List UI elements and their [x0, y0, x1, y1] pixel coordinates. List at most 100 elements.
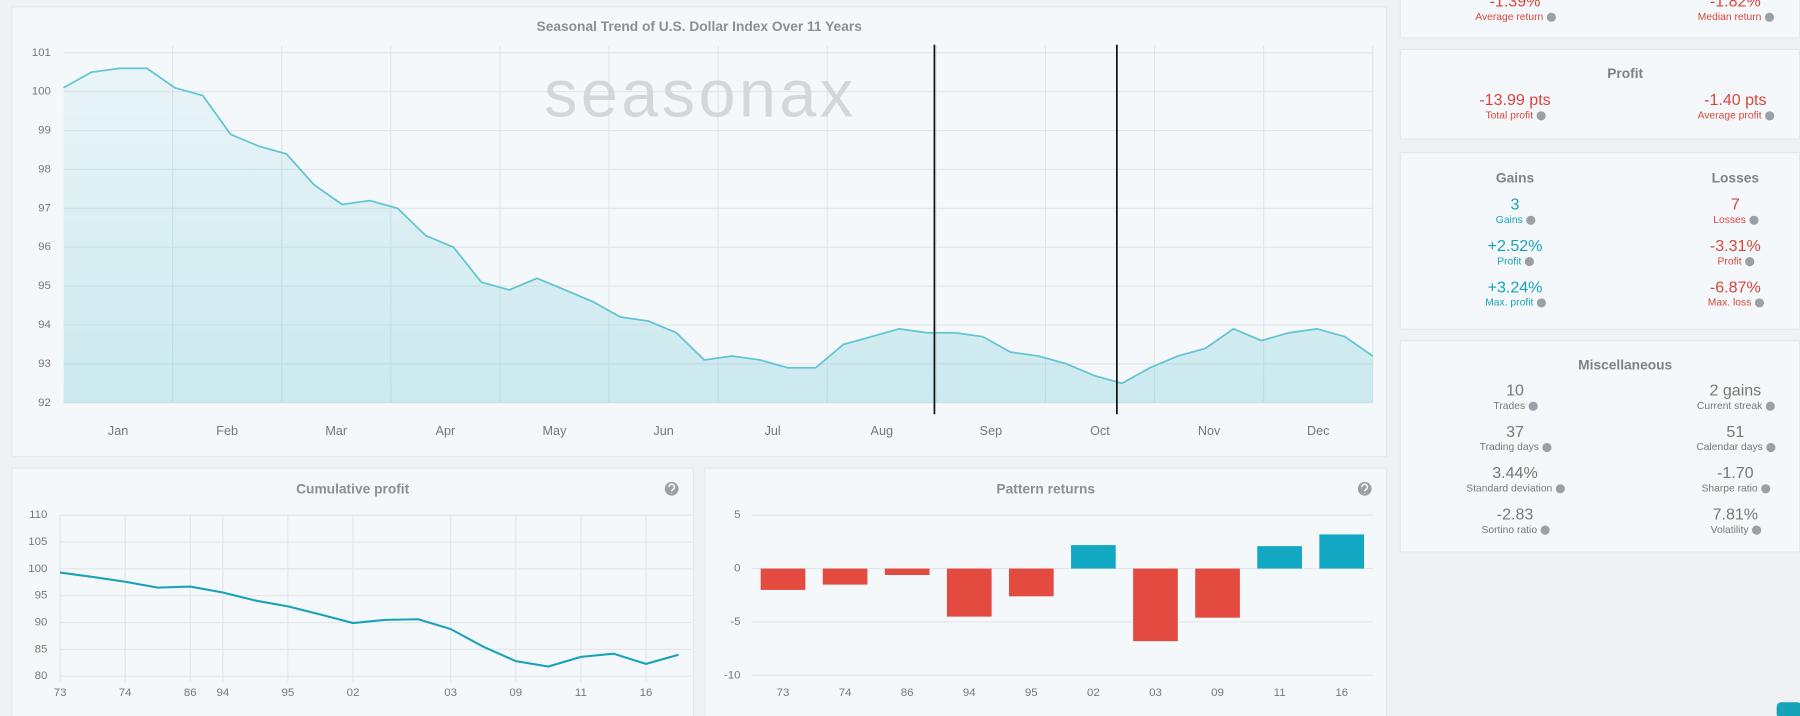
x-tick-label: Dec: [1307, 424, 1329, 438]
x-tick-label: 94: [963, 687, 976, 699]
help-icon[interactable]: [1555, 484, 1565, 494]
help-circle: [1754, 298, 1764, 308]
x-tick-label: Nov: [1198, 424, 1221, 438]
y-tick-label: 85: [35, 643, 48, 655]
help-icon[interactable]: [1764, 12, 1775, 22]
section-title: Losses: [1712, 171, 1760, 186]
y-tick-label: 95: [35, 590, 48, 602]
help-circle: [1751, 525, 1762, 535]
y-tick-label: 80: [35, 670, 48, 682]
help-circle: [1765, 111, 1775, 121]
bar: [1257, 546, 1302, 569]
help-icon[interactable]: [1761, 484, 1771, 494]
stat-value: -1.40 pts: [1704, 91, 1766, 109]
x-tick-label: Feb: [216, 424, 238, 438]
y-tick-label: 101: [32, 47, 51, 59]
help-icon[interactable]: [1524, 257, 1534, 267]
stat-label: Median return: [1698, 12, 1762, 23]
help-icon[interactable]: [1542, 442, 1552, 453]
help-icon[interactable]: [1765, 401, 1775, 411]
stat-label: Gains: [1496, 215, 1523, 226]
stat-value: -6.87%: [1710, 278, 1761, 296]
help-icon[interactable]: [1749, 215, 1759, 225]
help-circle: [1526, 215, 1536, 225]
stat-label: Average profit: [1698, 111, 1762, 122]
x-tick-label: Aug: [871, 424, 893, 438]
y-tick-label: 97: [38, 202, 51, 214]
x-tick-label: 02: [1087, 687, 1100, 699]
help-icon[interactable]: [1754, 298, 1764, 308]
help-circle: [1536, 298, 1546, 308]
chart-title: Pattern returns: [996, 482, 1095, 497]
help-circle: [1555, 484, 1565, 494]
x-tick-label: Jun: [653, 424, 673, 438]
y-tick-label: 100: [28, 563, 47, 575]
stat-value: -13.99 pts: [1479, 91, 1550, 109]
stat-value: -1.39%: [1490, 0, 1541, 11]
help-icon[interactable]: [1751, 525, 1762, 535]
x-tick-label: 16: [640, 687, 653, 699]
stat-label: Current streak: [1697, 401, 1763, 412]
stat-value: 3.44%: [1492, 464, 1538, 482]
help-icon[interactable]: [1536, 111, 1546, 121]
help-icon[interactable]: [1745, 257, 1755, 267]
bar: [760, 568, 806, 590]
y-tick-label: -10: [724, 669, 741, 681]
y-tick-label: 110: [29, 509, 47, 521]
help-circle: [1745, 257, 1755, 267]
y-tick-label: 93: [38, 358, 51, 370]
chart-title: Seasonal Trend of U.S. Dollar Index Over…: [537, 19, 863, 34]
x-tick-label: 16: [1335, 687, 1348, 699]
bar: [1071, 545, 1116, 569]
x-tick-label: 09: [1211, 687, 1224, 699]
x-tick-label: Jul: [765, 424, 781, 438]
stat-label: Max. profit: [1485, 298, 1533, 309]
help-circle: [1528, 401, 1538, 411]
help-icon[interactable]: [1766, 442, 1776, 453]
x-tick-label: 86: [901, 687, 914, 699]
stat-label: Standard deviation: [1466, 484, 1552, 495]
help-icon[interactable]: [1546, 12, 1556, 22]
bar: [1133, 568, 1178, 642]
stat-label: Max. loss: [1708, 298, 1752, 309]
help-circle: [1761, 484, 1771, 494]
watermark: seasonax: [544, 57, 856, 131]
help-circle: [1764, 12, 1775, 22]
y-tick-label: 0: [734, 563, 740, 575]
y-tick-label: 90: [35, 617, 48, 629]
help-icon[interactable]: [1357, 481, 1372, 496]
y-tick-label: 105: [28, 536, 47, 548]
x-tick-label: 02: [347, 687, 360, 699]
help-icon[interactable]: [1528, 401, 1538, 411]
y-tick-label: -5: [730, 616, 740, 628]
help-icon[interactable]: [1765, 111, 1775, 121]
stat-value: 7.81%: [1713, 505, 1759, 523]
x-tick-label: Apr: [436, 424, 456, 438]
x-tick-label: May: [543, 424, 568, 438]
bar: [822, 568, 868, 585]
stat-label: Sharpe ratio: [1702, 484, 1758, 495]
panel: [1399, 152, 1800, 330]
panel: [1399, 340, 1800, 553]
section-title: Miscellaneous: [1578, 358, 1672, 373]
x-tick-label: Mar: [325, 424, 347, 438]
x-tick-label: Sep: [980, 424, 1002, 438]
help-icon[interactable]: [1536, 298, 1546, 308]
y-tick-label: 96: [38, 241, 51, 253]
help-icon[interactable]: [664, 481, 679, 496]
x-tick-label: 11: [575, 687, 587, 699]
stat-label: Average return: [1475, 12, 1543, 23]
help-icon[interactable]: [1526, 215, 1536, 225]
help-circle: [1546, 12, 1556, 22]
y-tick-label: 95: [38, 280, 51, 292]
help-circle: [1749, 215, 1759, 225]
stat-value: -2.83: [1497, 505, 1534, 523]
stat-label: Sortino ratio: [1481, 525, 1537, 536]
help-icon[interactable]: [1540, 525, 1550, 535]
stat-label: Total profit: [1485, 111, 1533, 122]
chat-button[interactable]: [1776, 702, 1800, 716]
panel: [1399, 0, 1800, 39]
stat-value: 3: [1511, 196, 1520, 214]
stat-value: 37: [1506, 423, 1524, 441]
